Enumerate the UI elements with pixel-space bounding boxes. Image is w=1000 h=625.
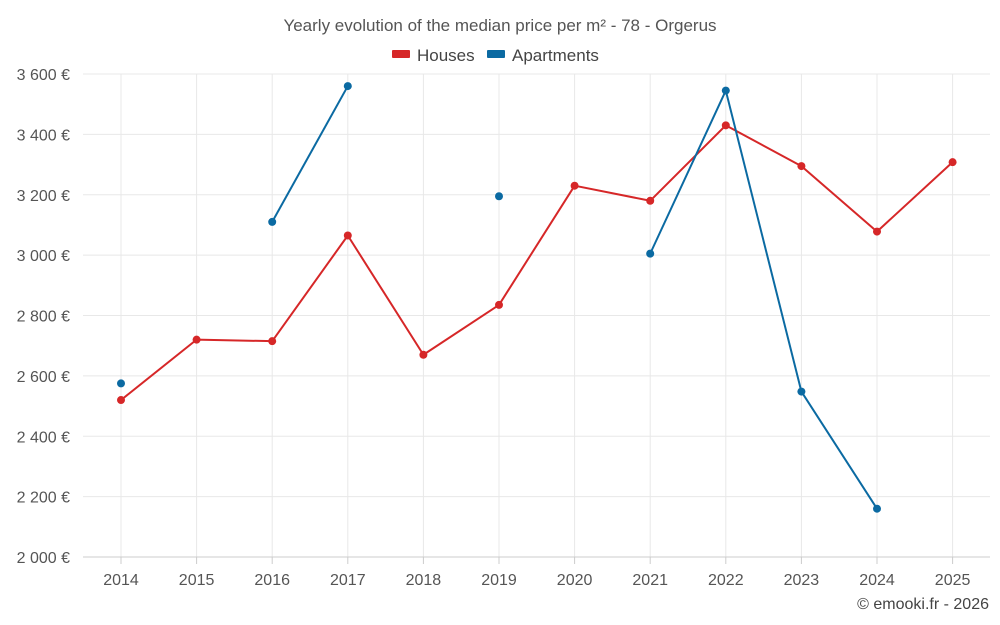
data-point-apartments[interactable] [117, 379, 125, 387]
x-tick-label: 2023 [784, 572, 820, 589]
data-point-houses[interactable] [419, 351, 427, 359]
y-tick-label: 3 000 € [17, 248, 70, 265]
legend-swatch-houses [392, 50, 410, 58]
x-tick-label: 2021 [632, 572, 668, 589]
data-point-houses[interactable] [873, 228, 881, 236]
series-houses [117, 121, 957, 404]
x-tick-label: 2016 [254, 572, 290, 589]
x-tick-label: 2014 [103, 572, 139, 589]
data-point-apartments[interactable] [722, 87, 730, 95]
x-tick-label: 2025 [935, 572, 971, 589]
series-line-apartments [272, 86, 348, 222]
data-point-houses[interactable] [722, 121, 730, 129]
y-tick-label: 3 600 € [17, 67, 70, 84]
data-point-houses[interactable] [949, 158, 957, 166]
y-tick-label: 2 800 € [17, 309, 70, 326]
series-layer [117, 82, 957, 513]
data-point-apartments[interactable] [268, 218, 276, 226]
data-point-houses[interactable] [571, 182, 579, 190]
data-point-houses[interactable] [646, 197, 654, 205]
credit-text: © emooki.fr - 2026 [857, 596, 989, 613]
y-tick-label: 3 200 € [17, 188, 70, 205]
data-point-houses[interactable] [344, 232, 352, 240]
chart-title: Yearly evolution of the median price per… [283, 16, 716, 35]
x-gridlines [121, 74, 953, 564]
y-axis-labels: 2 000 € 2 200 € 2 400 € 2 600 € 2 800 € 3 000… [17, 67, 70, 567]
legend-item-apartments[interactable]: Apartments [487, 46, 599, 65]
legend-item-houses[interactable]: Houses [392, 46, 475, 65]
price-chart: Yearly evolution of the median price per… [0, 0, 1000, 625]
data-point-apartments[interactable] [495, 192, 503, 200]
series-line-apartments [650, 91, 877, 509]
y-tick-label: 2 600 € [17, 369, 70, 386]
data-point-apartments[interactable] [797, 388, 805, 396]
legend: Houses Apartments [392, 46, 599, 65]
data-point-apartments[interactable] [344, 82, 352, 90]
x-tick-label: 2015 [179, 572, 215, 589]
x-tick-label: 2018 [406, 572, 442, 589]
y-gridlines [83, 74, 990, 557]
x-tick-label: 2017 [330, 572, 366, 589]
data-point-houses[interactable] [495, 301, 503, 309]
data-point-houses[interactable] [117, 396, 125, 404]
x-tick-label: 2019 [481, 572, 517, 589]
legend-swatch-apartments [487, 50, 505, 58]
x-tick-label: 2022 [708, 572, 744, 589]
data-point-apartments[interactable] [873, 505, 881, 513]
x-tick-label: 2024 [859, 572, 895, 589]
data-point-apartments[interactable] [646, 250, 654, 258]
y-tick-label: 3 400 € [17, 127, 70, 144]
data-point-houses[interactable] [797, 162, 805, 170]
y-tick-label: 2 000 € [17, 550, 70, 567]
x-tick-label: 2020 [557, 572, 593, 589]
y-tick-label: 2 400 € [17, 429, 70, 446]
data-point-houses[interactable] [268, 337, 276, 345]
legend-label-apartments: Apartments [512, 46, 599, 65]
x-axis-labels: 2014 2015 2016 2017 2018 2019 2020 2021 2022 2023… [103, 572, 970, 589]
y-tick-label: 2 200 € [17, 490, 70, 507]
series-line-houses [121, 125, 953, 400]
data-point-houses[interactable] [193, 336, 201, 344]
legend-label-houses: Houses [417, 46, 475, 65]
